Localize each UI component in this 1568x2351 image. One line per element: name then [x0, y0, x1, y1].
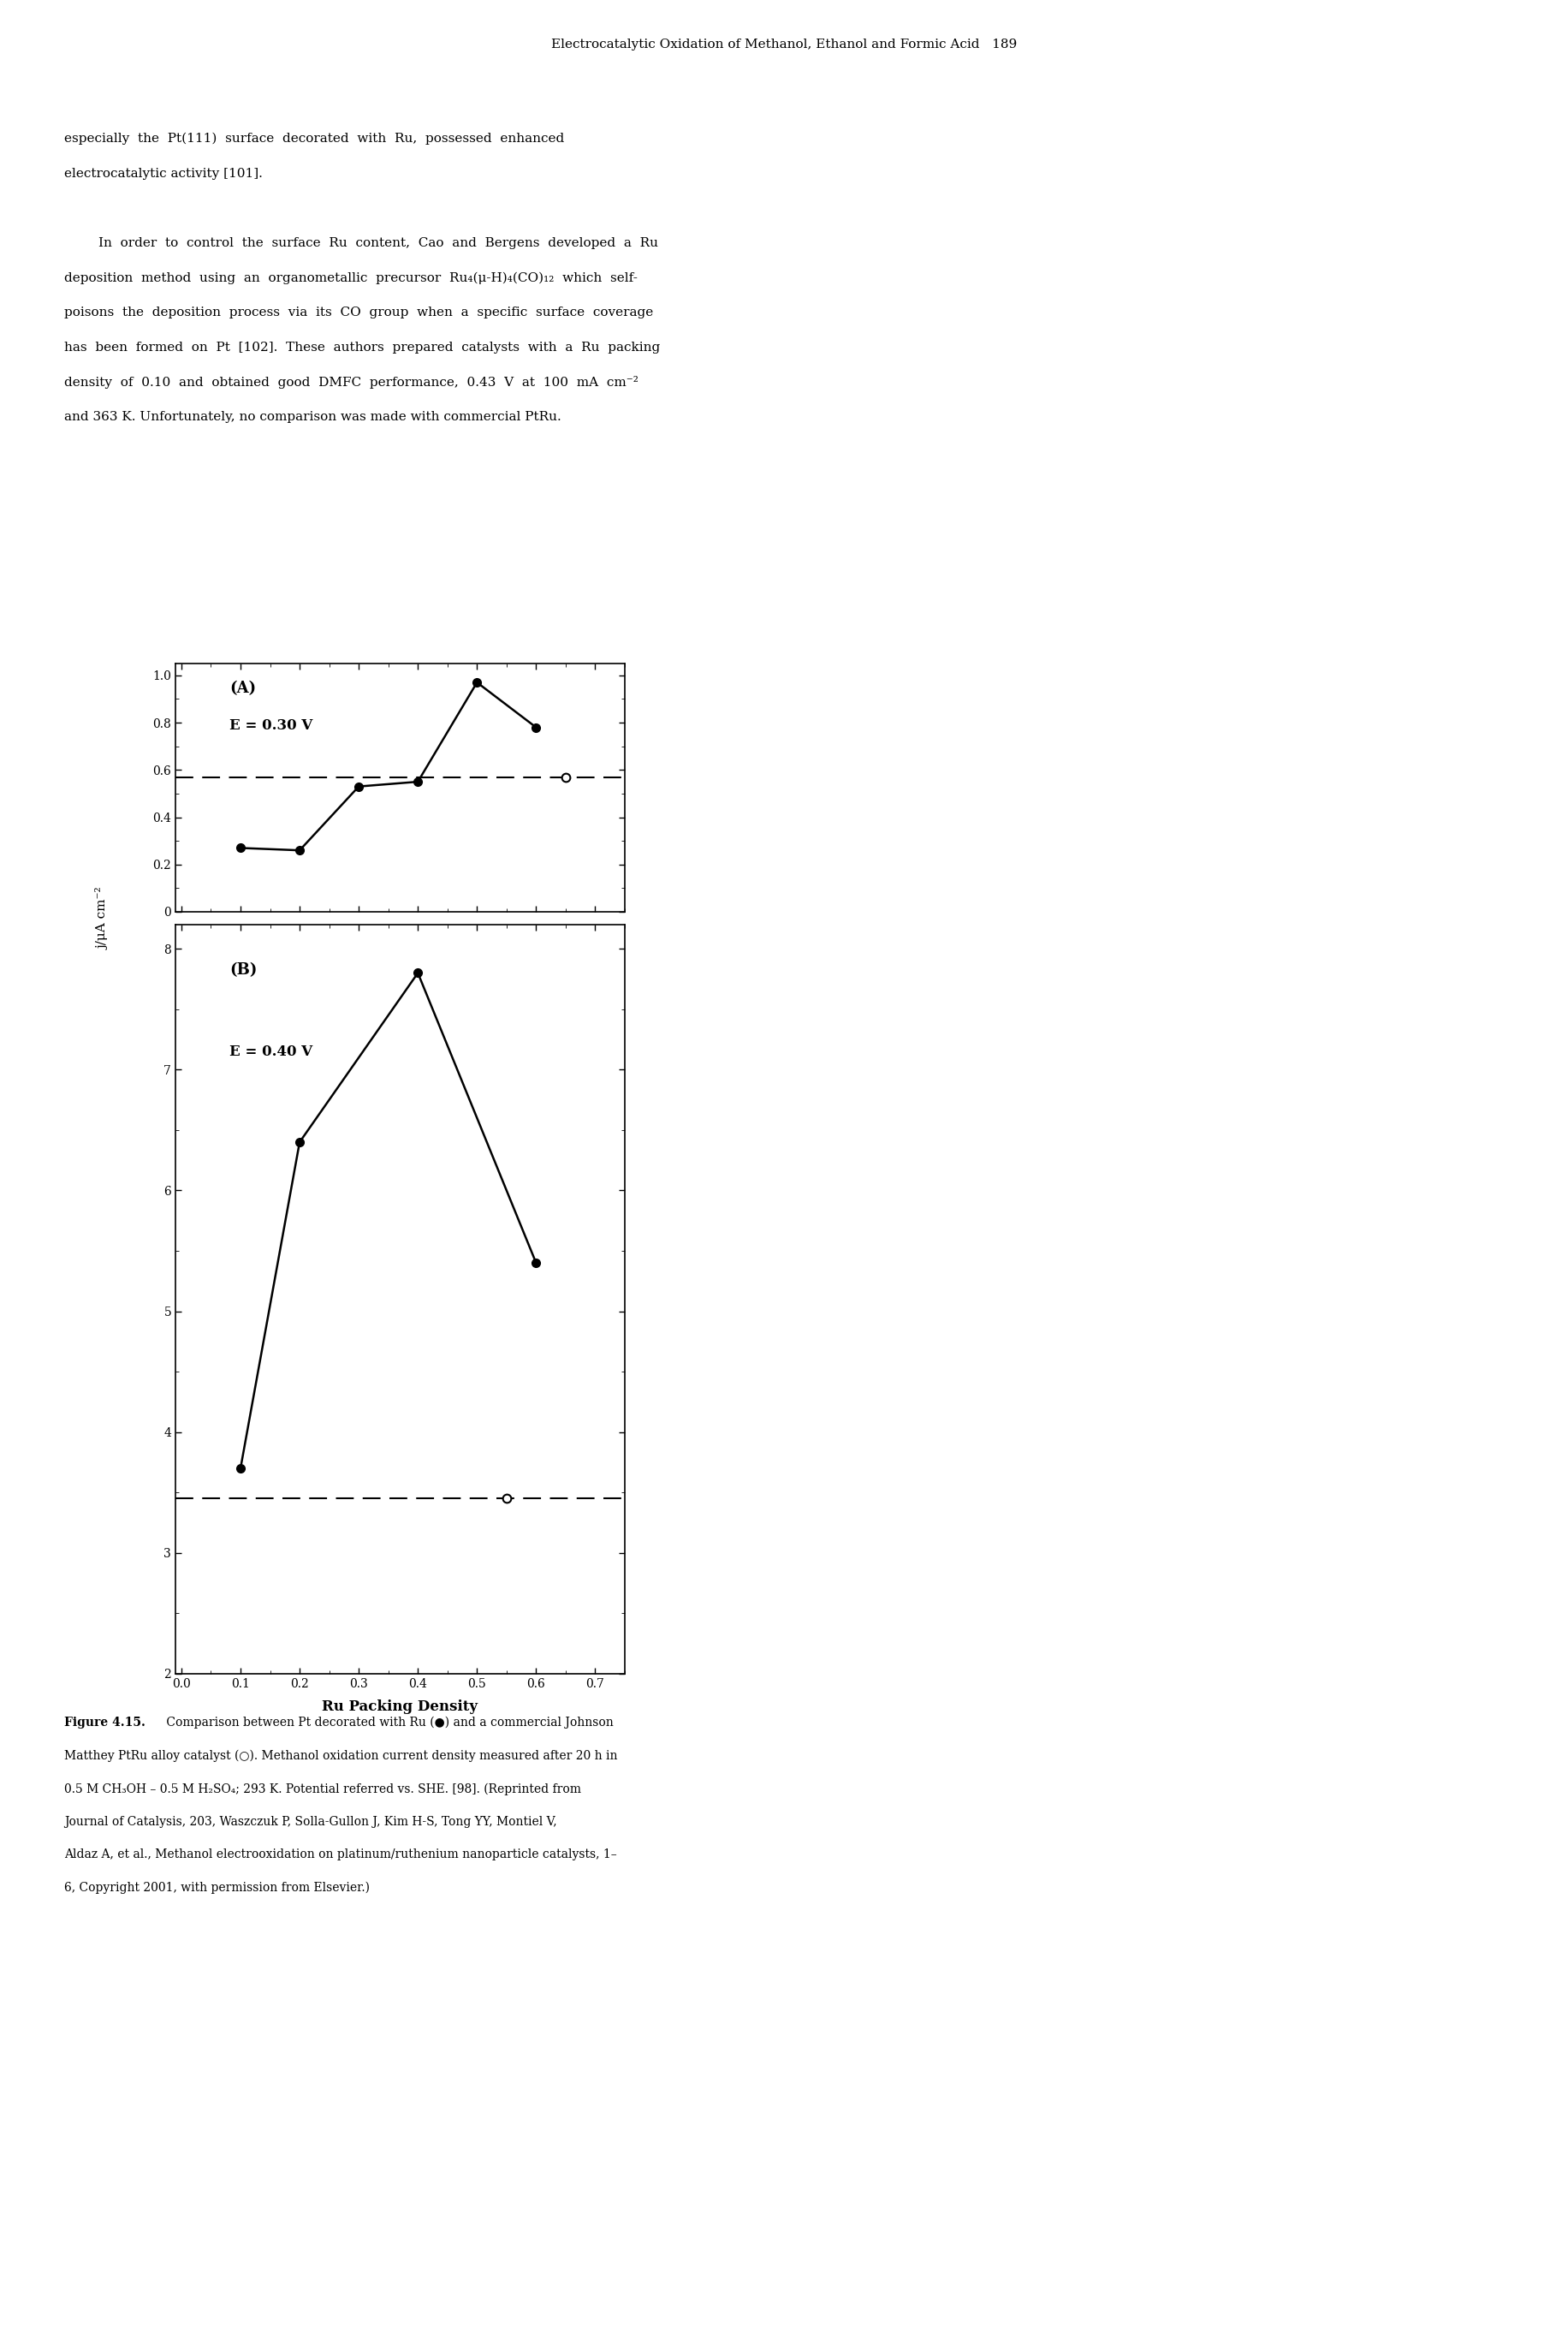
Text: and 363 K. Unfortunately, no comparison was made with commercial PtRu.: and 363 K. Unfortunately, no comparison … — [64, 411, 561, 423]
Text: Matthey PtRu alloy catalyst (○). Methanol oxidation current density measured aft: Matthey PtRu alloy catalyst (○). Methano… — [64, 1749, 618, 1761]
Text: Comparison between Pt decorated with Ru (●) and a commercial Johnson: Comparison between Pt decorated with Ru … — [163, 1716, 613, 1728]
Text: poisons  the  deposition  process  via  its  CO  group  when  a  specific  surfa: poisons the deposition process via its C… — [64, 306, 654, 320]
Text: 0.5 M CH₃OH – 0.5 M H₂SO₄; 293 K. Potential referred vs. SHE. [98]. (Reprinted f: 0.5 M CH₃OH – 0.5 M H₂SO₄; 293 K. Potent… — [64, 1782, 582, 1796]
Text: In  order  to  control  the  surface  Ru  content,  Cao  and  Bergens  developed: In order to control the surface Ru conte… — [99, 237, 659, 249]
Text: Aldaz A, et al., Methanol electrooxidation on platinum/ruthenium nanoparticle ca: Aldaz A, et al., Methanol electrooxidati… — [64, 1848, 616, 1860]
Text: (A): (A) — [229, 682, 256, 696]
Text: E = 0.30 V: E = 0.30 V — [229, 717, 312, 734]
Text: Figure 4.15.: Figure 4.15. — [64, 1716, 146, 1728]
Text: density  of  0.10  and  obtained  good  DMFC  performance,  0.43  V  at  100  mA: density of 0.10 and obtained good DMFC p… — [64, 376, 638, 390]
X-axis label: Ru Packing Density: Ru Packing Density — [323, 1700, 478, 1714]
Text: Journal of Catalysis, 203, Waszczuk P, Solla-Gullon J, Kim H-S, Tong YY, Montiel: Journal of Catalysis, 203, Waszczuk P, S… — [64, 1815, 557, 1827]
Text: has  been  formed  on  Pt  [102].  These  authors  prepared  catalysts  with  a : has been formed on Pt [102]. These autho… — [64, 341, 660, 353]
Text: deposition  method  using  an  organometallic  precursor  Ru₄(μ-H)₄(CO)₁₂  which: deposition method using an organometalli… — [64, 273, 638, 284]
Text: (B): (B) — [229, 962, 257, 978]
Text: E = 0.40 V: E = 0.40 V — [229, 1044, 312, 1058]
Text: 6, Copyright 2001, with permission from Elsevier.): 6, Copyright 2001, with permission from … — [64, 1881, 370, 1895]
Text: j/μA cm⁻²: j/μA cm⁻² — [96, 886, 110, 950]
Text: electrocatalytic activity [101].: electrocatalytic activity [101]. — [64, 167, 263, 179]
Text: especially  the  Pt(111)  surface  decorated  with  Ru,  possessed  enhanced: especially the Pt(111) surface decorated… — [64, 132, 564, 146]
Text: Electrocatalytic Oxidation of Methanol, Ethanol and Formic Acid   189: Electrocatalytic Oxidation of Methanol, … — [550, 38, 1018, 49]
